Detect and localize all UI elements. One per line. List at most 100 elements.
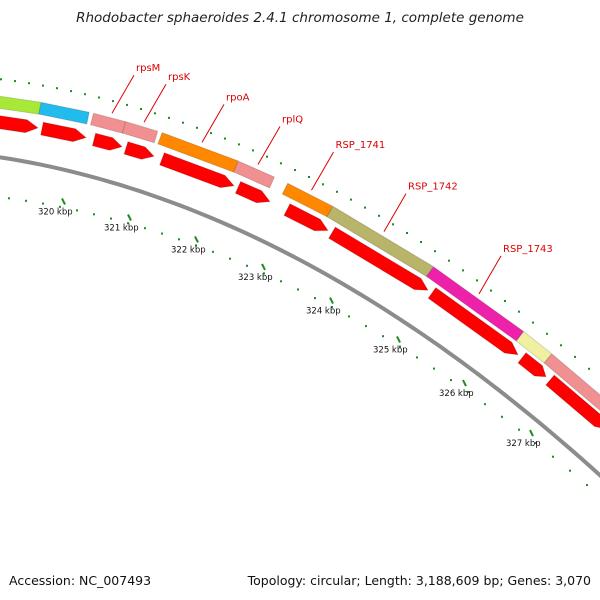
gene-unnamed-9-cds [517,351,547,378]
gene-unnamed-0-cds [0,115,40,134]
tick-dot-upper [98,96,100,99]
tick-dot-lower [229,257,231,260]
tick-dot-upper [350,198,352,201]
tick-dot-lower [467,390,469,393]
tick-dot-lower [178,238,180,241]
tick-dot-upper [308,176,310,178]
tick-dot-upper [588,367,590,370]
gene-rplq-cds-group [234,180,271,204]
tick-dot-upper [252,149,254,152]
map-title: Rhodobacter sphaeroides 2.4.1 chromosome… [76,10,524,26]
tick-dot-upper [168,116,170,119]
gene-label-rsp-1743-leader [478,255,502,295]
tick-dot-lower [25,199,27,202]
scale-tick [329,297,334,305]
gene-label-rplq-leader [257,126,281,165]
tick-dot-lower [8,197,10,200]
tick-dot-lower [93,213,95,216]
gene-rpsk [121,120,159,144]
tick-dot-lower [586,484,588,487]
tick-dot-upper [378,214,380,217]
gene-label-rpsm-leader [111,74,135,114]
gene-label-rsp-1741: RSP_1741 [336,140,386,151]
tick-dot-upper [462,269,464,272]
scale-label: 324 kbp [306,307,341,317]
tick-dot-lower [161,232,163,235]
tick-dot-upper [294,169,296,171]
tick-dot-upper [182,121,184,124]
gene-unnamed-10-cds-group [545,374,600,429]
tick-dot-upper [126,103,128,106]
tick-dot-lower [450,379,452,382]
tick-dot-upper [532,321,534,324]
gene-unnamed-0 [0,95,42,115]
gene-rplq-cds [234,180,271,204]
backbone-line [0,155,600,479]
tick-dot-lower [59,205,61,208]
tick-dot-lower [365,325,367,328]
scale-label: 321 kbp [104,224,139,234]
tick-dot-lower [110,217,112,220]
tick-dot-lower [280,280,282,283]
tick-dot-lower [263,272,265,275]
gene-rpsk-cds-group [123,141,155,160]
tick-dot-upper [280,162,282,165]
tick-dot-lower [331,306,333,309]
tick-dot-lower [484,403,486,406]
gene-label-rpoa-leader [201,104,225,143]
gene-label-rsp-1743: RSP_1743 [503,244,553,255]
gene-rsp-1741-cds-group [283,203,329,232]
tick-dot-lower [127,222,129,225]
gene-unnamed-1-group [38,101,90,125]
tick-dot-lower [195,244,197,247]
scale-tick [194,235,199,243]
tick-dot-upper [420,241,422,243]
tick-dot-upper [28,82,30,85]
tick-dot-upper [518,310,520,313]
gene-unnamed-10-group [543,353,600,412]
gene-label-rsp-1741-leader [311,151,334,191]
gene-label-rpsm: rpsM [136,63,160,74]
gene-rpsm-cds-group [91,132,123,151]
tick-dot-lower [76,209,78,212]
gene-rsp-1742-cds-group [328,226,429,291]
gene-rsp-1743-cds-group [427,286,519,356]
gene-rplq [232,160,276,189]
accession-label: Accession: NC_007493 [9,573,152,588]
scale-tick [529,429,534,437]
gene-rsp-1742-group [326,205,434,278]
gene-rsp-1742-cds [328,226,429,291]
gene-label-rpsk: rpsK [168,72,191,83]
tick-dot-lower [518,428,520,431]
tick-dot-upper [70,90,72,93]
tick-dot-upper [322,183,324,186]
scale-label: 322 kbp [171,245,206,255]
tick-dot-upper [392,223,394,226]
tick-dot-upper [490,289,492,292]
gene-rsp-1741-cds [283,203,329,232]
gene-rpoa-cds [159,152,235,189]
gene-rpsm-cds [91,132,123,151]
scale-label: 327 kbp [506,439,541,449]
tick-dot-upper [56,87,58,90]
scale-label: 323 kbp [238,273,273,283]
tick-dot-upper [140,108,142,110]
scale-tick [261,263,266,271]
tick-dot-upper [14,80,16,83]
gene-rpsm [89,112,127,134]
tick-dot-upper [546,332,548,335]
tick-dot-upper [0,78,2,81]
scale-label: 320 kbp [38,207,73,217]
gene-rpsm-group [89,112,127,134]
tick-dot-lower [42,202,44,205]
tick-dot-lower [246,264,248,267]
tick-dot-upper [238,143,240,146]
tick-dot-upper [210,132,212,135]
tick-dot-upper [448,259,450,262]
gene-unnamed-10-cds [545,374,600,429]
tick-dot-lower [314,297,316,300]
scale-label: 325 kbp [373,345,408,355]
tick-dot-upper [560,344,562,347]
